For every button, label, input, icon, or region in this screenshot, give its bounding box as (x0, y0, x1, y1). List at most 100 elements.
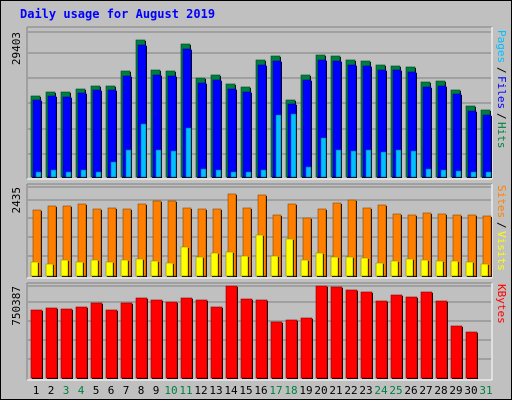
legend-hits: Hits (495, 122, 508, 149)
files-bar-4 (77, 92, 87, 178)
panel-bevels (26, 26, 493, 381)
y-tick-labels: 29403 2435 750387 (10, 32, 23, 326)
files-bar-19 (302, 79, 312, 178)
kbytes-bar-23 (360, 291, 373, 379)
visits-bar-3 (60, 259, 69, 277)
visits-bar-4 (75, 261, 84, 277)
x-tick-label-3: 3 (63, 384, 70, 397)
kbytes-bar-19 (300, 317, 313, 379)
x-tick-label-21: 21 (329, 384, 342, 397)
x-tick-label-2: 2 (48, 384, 55, 397)
x-tick-label-17: 17 (269, 384, 282, 397)
x-tick-label-4: 4 (78, 384, 85, 397)
visits-bar-7 (120, 259, 129, 277)
visits-bar-1 (30, 261, 39, 277)
pages-bar-21 (335, 149, 342, 178)
pages-bar-10 (170, 150, 177, 178)
files-bar-27 (422, 86, 432, 178)
legend-separator: / (495, 222, 508, 229)
visits-bar-13 (210, 252, 219, 277)
x-tick-label-6: 6 (108, 384, 115, 397)
pages-bar-9 (155, 149, 162, 178)
x-tick-label-13: 13 (209, 384, 222, 397)
pages-bar-26 (410, 150, 417, 178)
files-bar-12 (197, 82, 207, 178)
x-tick-label-10: 10 (164, 384, 177, 397)
kbytes-bar-15 (240, 298, 253, 379)
x-tick-label-15: 15 (239, 384, 252, 397)
pages-bar-5 (95, 171, 102, 178)
pages-bar-3 (65, 171, 72, 178)
kbytes-bar-13 (210, 306, 223, 379)
pages-bar-18 (290, 113, 297, 178)
visits-bar-27 (420, 259, 429, 277)
x-tick-label-22: 22 (344, 384, 357, 397)
x-tick-label-26: 26 (404, 384, 417, 397)
visits-bar-20 (315, 252, 324, 277)
x-tick-label-9: 9 (153, 384, 160, 397)
files-bar-13 (212, 79, 222, 178)
files-bar-15 (242, 91, 252, 178)
visits-bar-18 (285, 238, 294, 277)
pages-bar-17 (275, 114, 282, 178)
kbytes-bar-10 (165, 301, 178, 379)
visits-bar-10 (165, 262, 174, 277)
visits-bar-5 (90, 259, 99, 277)
x-tick-label-1: 1 (33, 384, 40, 397)
x-tick-label-16: 16 (254, 384, 267, 397)
pages-bar-4 (80, 169, 87, 178)
x-tick-label-14: 14 (224, 384, 238, 397)
pages-bar-11 (185, 127, 192, 178)
pages-bar-12 (200, 168, 207, 178)
x-tick-label-5: 5 (93, 384, 100, 397)
visits-bar-12 (195, 256, 204, 277)
files-bar-29 (452, 93, 462, 178)
kbytes-bar-29 (450, 325, 463, 379)
pages-bar-20 (320, 137, 327, 178)
files-bar-30 (467, 110, 477, 178)
kbytes-bar-2 (45, 307, 58, 379)
pages-bar-6 (110, 161, 117, 178)
x-tick-label-31: 31 (479, 384, 492, 397)
files-bar-5 (92, 89, 102, 178)
kbytes-bar-11 (180, 297, 193, 379)
kbytes-bar-22 (345, 289, 358, 379)
x-tick-label-30: 30 (464, 384, 477, 397)
legend-pages: Pages (495, 30, 508, 63)
legends: Pages / Files / Hits Sites / Visits KBytes (495, 30, 508, 324)
pages-bar-28 (440, 169, 447, 178)
visits-bar-31 (480, 263, 489, 277)
kbytes-bar-27 (420, 291, 433, 379)
legend-files: Files (495, 76, 508, 109)
legend-separator: / (495, 113, 508, 120)
visits-bar-8 (135, 258, 144, 277)
visits-bar-16 (255, 234, 264, 277)
x-tick-label-23: 23 (359, 384, 372, 397)
visits-bar-25 (390, 260, 399, 277)
x-tick-label-20: 20 (314, 384, 327, 397)
visits-bar-17 (270, 255, 279, 277)
kbytes-bar-6 (105, 309, 118, 379)
pages-bar-1 (35, 171, 42, 178)
kbytes-bar-20 (315, 285, 328, 379)
visits-bar-28 (435, 260, 444, 277)
pages-bar-14 (230, 171, 237, 178)
bars (30, 39, 492, 379)
visits-bar-9 (150, 260, 159, 277)
pages-bar-31 (485, 171, 492, 178)
kbytes-bar-21 (330, 286, 343, 379)
files-bar-3 (62, 96, 72, 178)
pages-bar-29 (455, 170, 462, 178)
x-tick-labels: 1 2 3 4 5 6 7 8 9 10 11 12 13 14 15 16 17 18 19 20 21 22 23 24 2… (33, 384, 493, 397)
visits-bar-23 (360, 257, 369, 277)
files-bar-14 (227, 88, 237, 178)
x-tick-label-8: 8 (138, 384, 145, 397)
pages-bar-15 (245, 171, 252, 178)
kbytes-bar-3 (60, 308, 73, 379)
visits-bar-6 (105, 261, 114, 277)
pages-bar-24 (380, 151, 387, 178)
x-tick-label-28: 28 (434, 384, 447, 397)
visits-bar-14 (225, 251, 234, 277)
